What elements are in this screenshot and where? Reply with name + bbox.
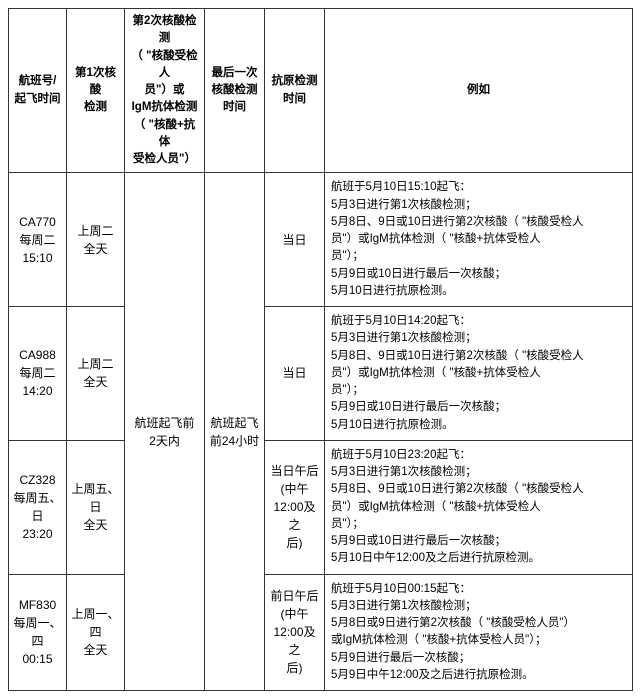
cell-example: 航班于5月10日15:10起飞：5月3日进行第1次核酸检测；5月8日、9日或10… bbox=[325, 173, 633, 307]
cell-last-test-merged: 航班起飞前24小时 bbox=[205, 173, 265, 691]
table-row: MF830每周一、四00:15 上周一、四全天 前日午后(中午12:00及之后)… bbox=[9, 574, 633, 691]
header-last-test: 最后一次核酸检测时间 bbox=[205, 9, 265, 173]
flight-testing-table: 航班号/起飞时间 第1次核酸检测 第2次核酸检测（ "核酸受检人员"）或IgM抗… bbox=[8, 8, 633, 691]
cell-example: 航班于5月10日23:20起飞：5月3日进行第1次核酸检测；5月8日、9日或10… bbox=[325, 440, 633, 574]
cell-example: 航班于5月10日14:20起飞：5月3日进行第1次核酸检测；5月8日、9日或10… bbox=[325, 307, 633, 441]
header-test2: 第2次核酸检测（ "核酸受检人员"）或IgM抗体检测（ "核酸+抗体受检人员"） bbox=[125, 9, 205, 173]
cell-test1: 上周五、日全天 bbox=[67, 440, 125, 574]
cell-test1: 上周二全天 bbox=[67, 307, 125, 441]
header-example: 例如 bbox=[325, 9, 633, 173]
header-antigen: 抗原检测时间 bbox=[265, 9, 325, 173]
cell-example: 航班于5月10日00:15起飞：5月3日进行第1次核酸检测；5月8日或9日进行第… bbox=[325, 574, 633, 691]
cell-test2-merged: 航班起飞前2天内 bbox=[125, 173, 205, 691]
table-row: CA988每周二14:20 上周二全天 当日 航班于5月10日14:20起飞：5… bbox=[9, 307, 633, 441]
cell-test1: 上周一、四全天 bbox=[67, 574, 125, 691]
cell-antigen: 当日 bbox=[265, 173, 325, 307]
cell-flight: CA770每周二15:10 bbox=[9, 173, 67, 307]
table-row: CA770每周二15:10 上周二全天 航班起飞前2天内 航班起飞前24小时 当… bbox=[9, 173, 633, 307]
cell-flight: CZ328每周五、日23:20 bbox=[9, 440, 67, 574]
cell-antigen: 当日午后(中午12:00及之后) bbox=[265, 440, 325, 574]
cell-flight: MF830每周一、四00:15 bbox=[9, 574, 67, 691]
cell-test1: 上周二全天 bbox=[67, 173, 125, 307]
cell-antigen: 前日午后(中午12:00及之后) bbox=[265, 574, 325, 691]
table-row: CZ328每周五、日23:20 上周五、日全天 当日午后(中午12:00及之后)… bbox=[9, 440, 633, 574]
header-row: 航班号/起飞时间 第1次核酸检测 第2次核酸检测（ "核酸受检人员"）或IgM抗… bbox=[9, 9, 633, 173]
cell-flight: CA988每周二14:20 bbox=[9, 307, 67, 441]
cell-antigen: 当日 bbox=[265, 307, 325, 441]
header-test1: 第1次核酸检测 bbox=[67, 9, 125, 173]
header-flight: 航班号/起飞时间 bbox=[9, 9, 67, 173]
